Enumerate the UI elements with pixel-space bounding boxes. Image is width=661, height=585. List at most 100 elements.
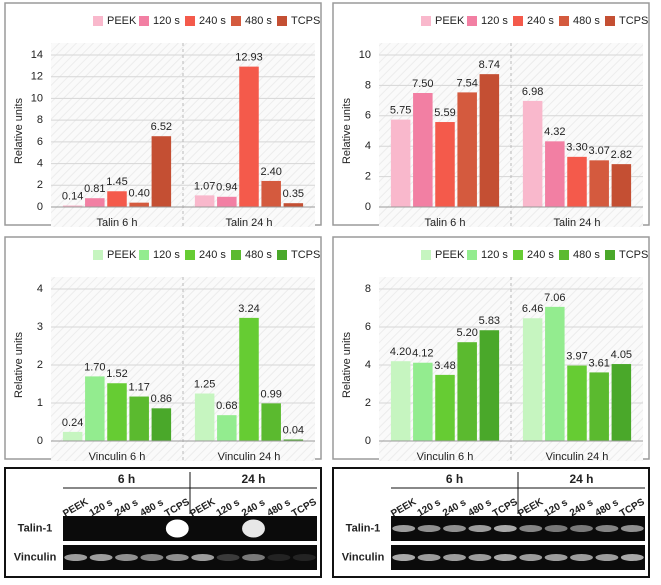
y-axis-label: Relative units: [341, 331, 353, 398]
legend-label: 480 s: [245, 15, 272, 27]
x-tick-label: Vinculin 24 h: [546, 451, 609, 463]
bar: [261, 180, 281, 207]
bar: [283, 203, 304, 207]
value-label: 5.75: [390, 105, 411, 117]
legend-swatch: [559, 250, 569, 260]
blot-band: [242, 519, 265, 538]
x-tick-label: Vinculin 6 h: [89, 451, 146, 463]
bar: [457, 342, 477, 441]
bar: [194, 195, 215, 207]
legend-label: 240 s: [527, 249, 554, 261]
time-label: 24 h: [241, 472, 265, 486]
legend-swatch: [421, 250, 431, 260]
legend-swatch: [231, 16, 241, 26]
legend-swatch: [93, 250, 103, 260]
y-tick-label: 4: [365, 359, 371, 371]
legend-label: 480 s: [573, 15, 600, 27]
y-tick-label: 4: [37, 283, 43, 295]
legend-swatch: [231, 250, 241, 260]
y-tick-label: 2: [37, 179, 43, 191]
y-tick-label: 1: [37, 397, 43, 409]
value-label: 5.83: [479, 315, 500, 327]
value-label: 3.24: [238, 303, 259, 315]
y-tick-label: 12: [31, 71, 43, 83]
value-label: 7.50: [412, 78, 433, 90]
legend-swatch: [277, 250, 287, 260]
legend-label: PEEK: [435, 15, 465, 27]
blot-band: [165, 519, 189, 538]
value-label: 0.99: [260, 388, 281, 400]
blot-row: [63, 516, 317, 541]
bar: [611, 164, 632, 207]
value-label: 3.48: [434, 360, 455, 372]
time-label: 6 h: [118, 472, 135, 486]
bar: [194, 393, 215, 441]
y-axis-label: Relative units: [341, 97, 353, 164]
blot-band: [267, 554, 291, 561]
y-tick-label: 4: [365, 140, 371, 152]
y-tick-label: 4: [37, 157, 43, 169]
value-label: 4.05: [611, 349, 632, 361]
blot-band: [519, 554, 543, 561]
y-tick-label: 14: [31, 49, 43, 61]
bar: [239, 66, 259, 207]
value-label: 1.07: [194, 180, 215, 192]
legend-swatch: [139, 16, 149, 26]
bar: [217, 415, 237, 441]
blot-band: [417, 525, 441, 532]
y-tick-label: 0: [37, 435, 43, 447]
legend-label: PEEK: [107, 249, 137, 261]
bar: [261, 403, 281, 441]
value-label: 3.30: [566, 142, 587, 154]
legend-swatch: [467, 16, 477, 26]
x-tick-label: Talin 6 h: [425, 217, 466, 229]
row-label: Vinculin: [14, 551, 57, 563]
legend-label: 120 s: [153, 249, 180, 261]
row-label: Talin-1: [346, 522, 381, 534]
bar: [435, 374, 455, 441]
legend-swatch: [467, 250, 477, 260]
bar: [522, 318, 543, 441]
bar: [390, 119, 411, 207]
y-tick-label: 8: [365, 283, 371, 295]
value-label: 5.20: [456, 327, 477, 339]
value-label: 1.45: [106, 176, 127, 188]
value-label: 1.70: [84, 361, 105, 373]
value-label: 4.32: [544, 126, 565, 138]
legend-label: 120 s: [481, 15, 508, 27]
y-axis-label: Relative units: [13, 97, 25, 164]
blot-band: [595, 554, 619, 561]
value-label: 8.74: [479, 59, 500, 71]
bar: [151, 136, 172, 207]
bar: [479, 74, 500, 207]
legend-label: TCPS: [291, 249, 320, 261]
bar: [283, 439, 304, 441]
bar: [479, 330, 500, 441]
y-tick-label: 2: [365, 397, 371, 409]
bar: [545, 306, 565, 441]
value-label: 0.40: [128, 188, 149, 200]
bar: [129, 202, 149, 207]
bar: [390, 361, 411, 441]
time-label: 6 h: [446, 472, 463, 486]
bar: [129, 396, 149, 441]
row-label: Talin-1: [18, 522, 53, 534]
blot-band: [620, 525, 644, 532]
value-label: 0.86: [151, 393, 172, 405]
legend-swatch: [559, 16, 569, 26]
blot-band: [544, 525, 568, 532]
value-label: 3.61: [588, 357, 609, 369]
bar: [62, 205, 83, 207]
y-tick-label: 8: [365, 79, 371, 91]
legend-swatch: [513, 250, 523, 260]
value-label: 6.98: [522, 86, 543, 98]
y-tick-label: 0: [37, 201, 43, 213]
y-tick-label: 2: [37, 359, 43, 371]
value-label: 1.25: [194, 378, 215, 390]
legend-swatch: [185, 250, 195, 260]
time-label: 24 h: [569, 472, 593, 486]
x-tick-label: Talin 6 h: [97, 217, 138, 229]
bar: [107, 383, 127, 441]
bar: [85, 376, 105, 441]
blot-band: [493, 525, 517, 532]
